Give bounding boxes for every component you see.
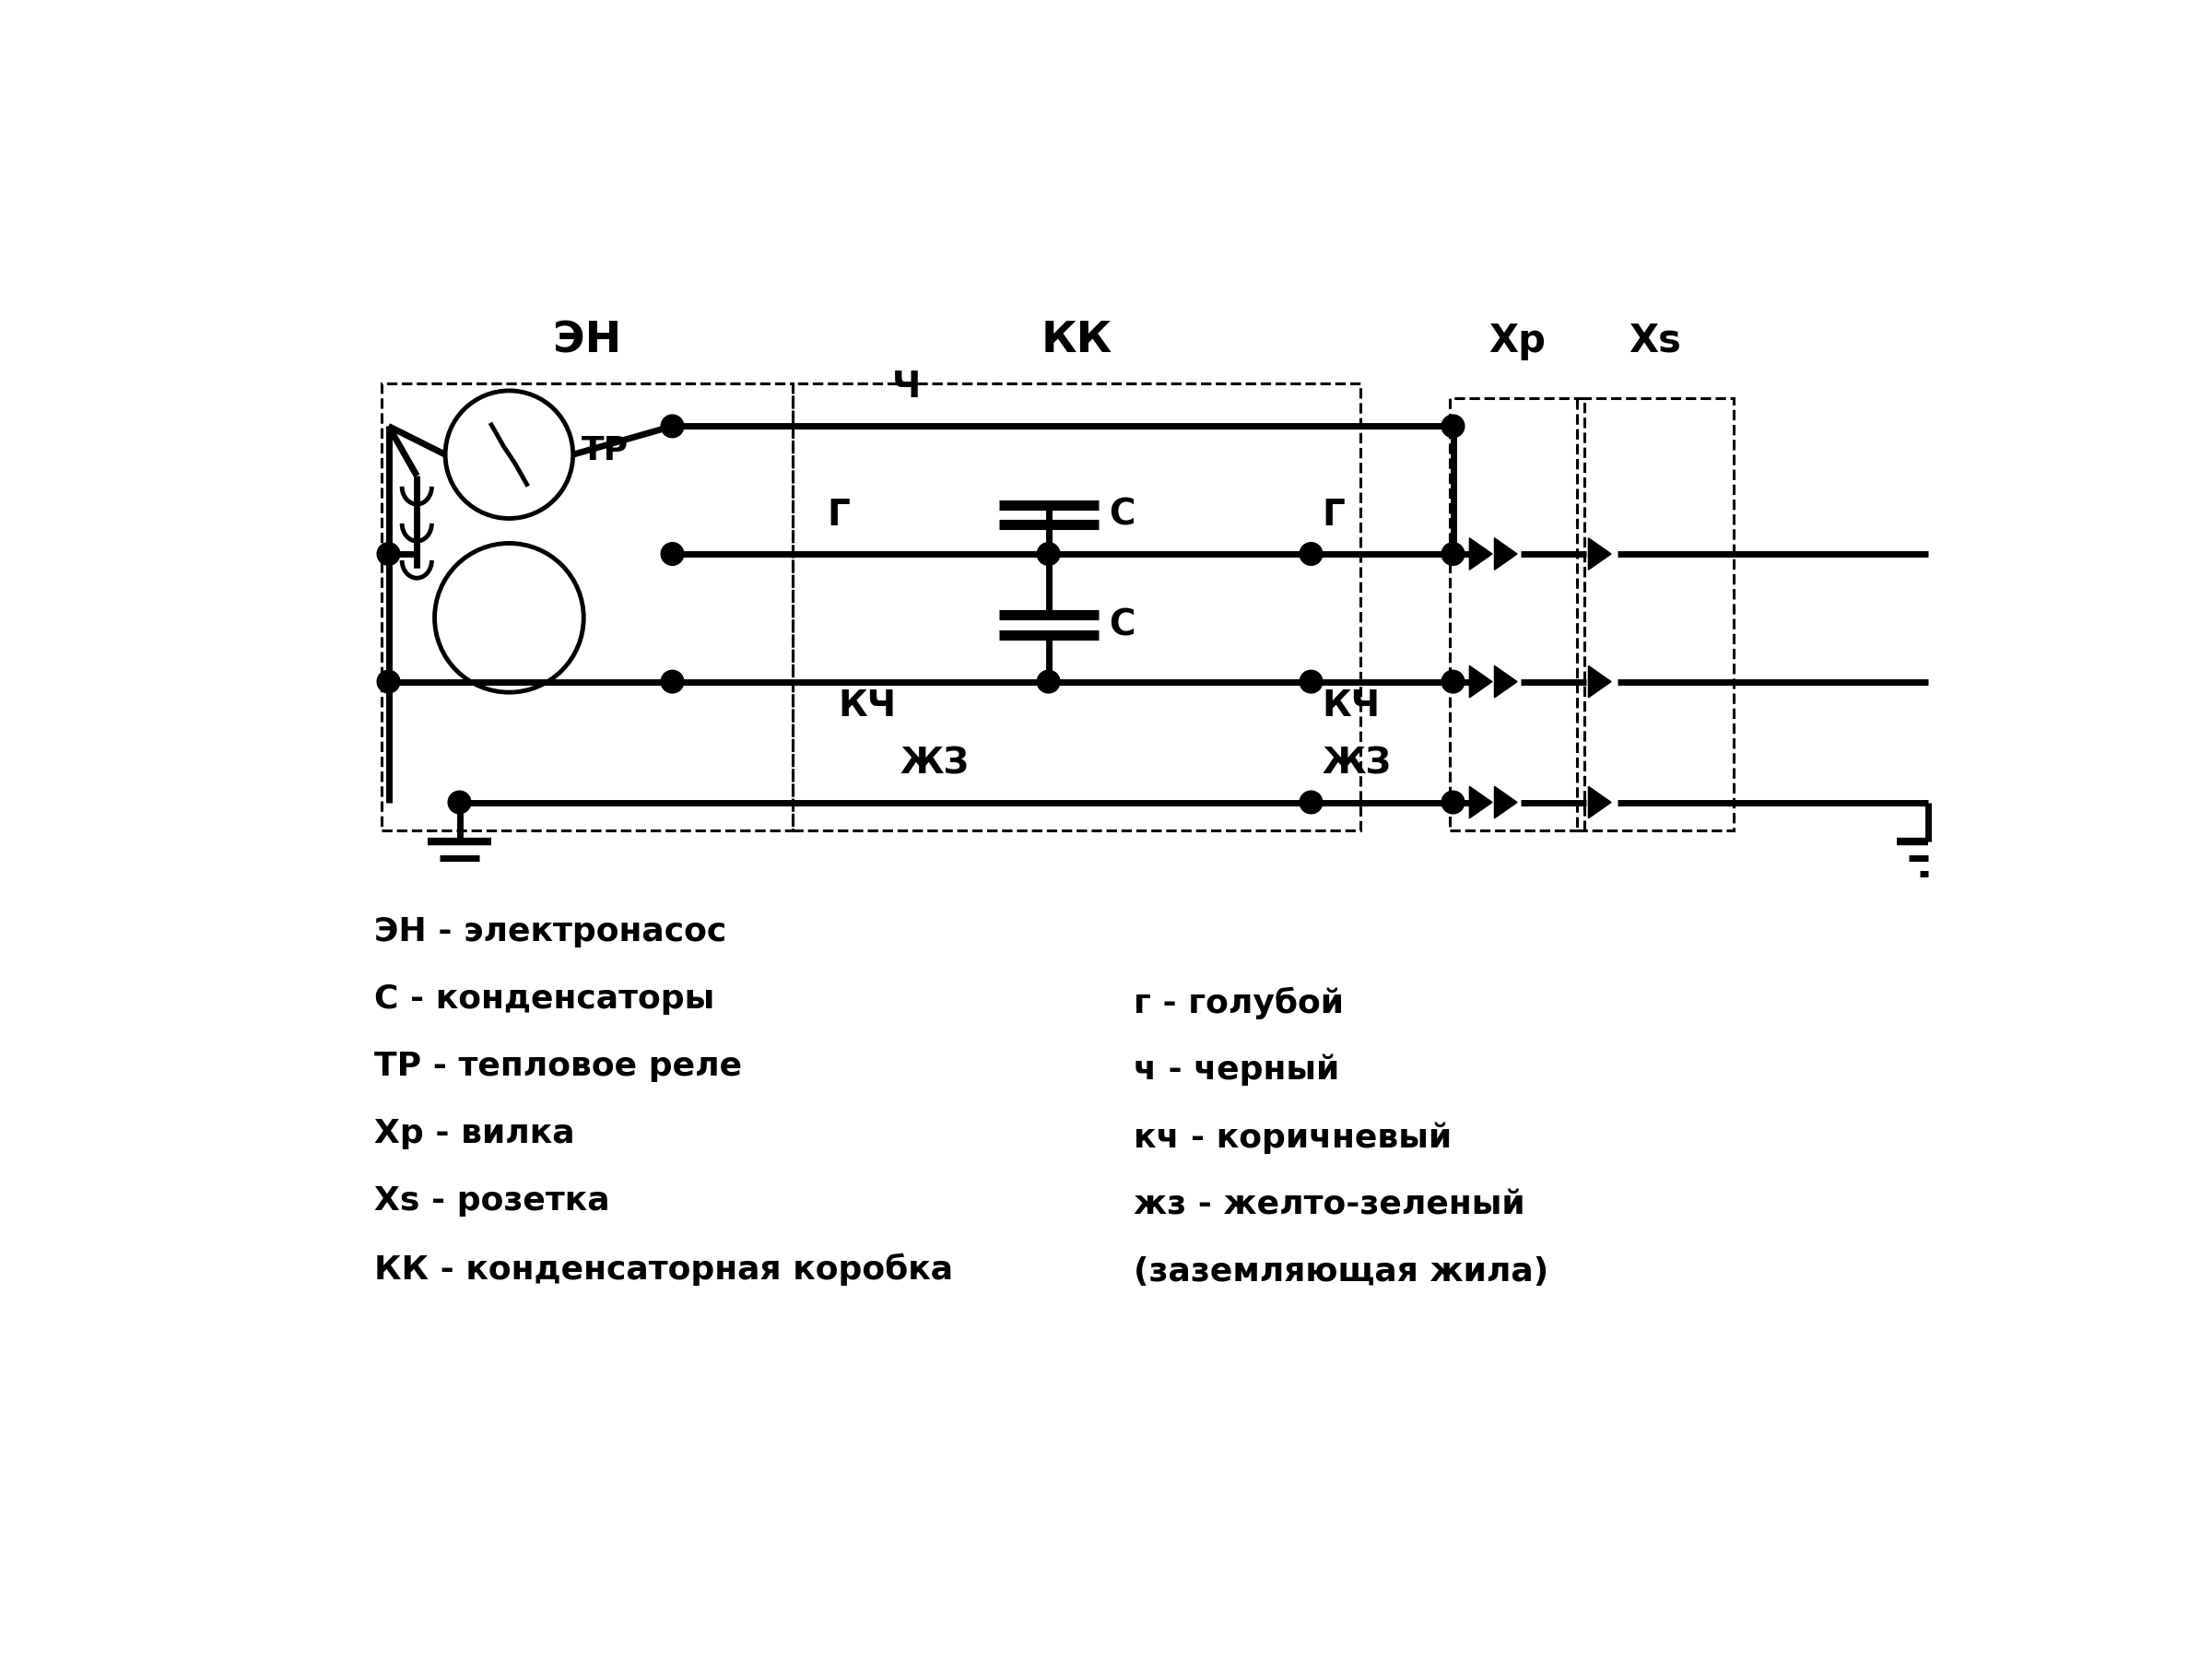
Circle shape	[1301, 791, 1323, 813]
Text: С: С	[1108, 607, 1135, 642]
Text: Хs - розетка: Хs - розетка	[374, 1186, 611, 1218]
Circle shape	[1037, 542, 1060, 566]
Text: Хр - вилка: Хр - вилка	[374, 1118, 575, 1150]
Bar	[380, 383, 794, 831]
Circle shape	[1442, 542, 1464, 566]
Polygon shape	[1469, 538, 1493, 569]
Polygon shape	[1469, 665, 1493, 697]
Text: С: С	[1108, 498, 1135, 533]
Circle shape	[376, 670, 400, 693]
Polygon shape	[1495, 538, 1517, 569]
Text: КК - конденсаторная коробка: КК - конденсаторная коробка	[374, 1253, 953, 1286]
Circle shape	[1442, 670, 1464, 693]
Text: ЖЗ: ЖЗ	[1323, 747, 1391, 781]
Circle shape	[376, 542, 400, 566]
Bar	[1449, 398, 1584, 831]
Circle shape	[1037, 670, 1060, 693]
Text: Xs: Xs	[1628, 322, 1681, 360]
Circle shape	[1301, 542, 1323, 566]
Circle shape	[661, 415, 684, 438]
Text: ЭН - электронасос: ЭН - электронасос	[374, 916, 726, 947]
Text: кч - коричневый: кч - коричневый	[1135, 1121, 1451, 1153]
Text: жз - желто-зеленый: жз - желто-зеленый	[1135, 1190, 1524, 1221]
Circle shape	[1442, 415, 1464, 438]
Text: ЖЗ: ЖЗ	[900, 747, 969, 781]
Bar	[1577, 398, 1734, 831]
Polygon shape	[1495, 665, 1517, 697]
Text: КЧ: КЧ	[838, 688, 896, 723]
Polygon shape	[1469, 786, 1493, 818]
Text: Ч: Ч	[891, 370, 920, 405]
Text: Г: Г	[1323, 498, 1345, 533]
Polygon shape	[1588, 665, 1610, 697]
Text: ч - черный: ч - черный	[1135, 1053, 1340, 1087]
Text: (заземляющая жила): (заземляющая жила)	[1135, 1256, 1548, 1287]
Circle shape	[661, 542, 684, 566]
Circle shape	[661, 670, 684, 693]
Text: КЧ: КЧ	[1323, 688, 1380, 723]
Bar	[794, 383, 1360, 831]
Text: г - голубой: г - голубой	[1135, 987, 1345, 1019]
Circle shape	[1301, 670, 1323, 693]
Text: Хр: Хр	[1489, 322, 1546, 360]
Circle shape	[449, 791, 471, 813]
Polygon shape	[1588, 786, 1610, 818]
Circle shape	[1442, 791, 1464, 813]
Text: ТР - тепловое реле: ТР - тепловое реле	[374, 1050, 743, 1082]
Text: С - конденсаторы: С - конденсаторы	[374, 984, 714, 1015]
Text: ТР: ТР	[582, 435, 628, 466]
Polygon shape	[1495, 786, 1517, 818]
Text: ЭН: ЭН	[553, 320, 622, 362]
Text: КК: КК	[1042, 320, 1113, 362]
Text: Г: Г	[827, 498, 849, 533]
Polygon shape	[1588, 538, 1610, 569]
